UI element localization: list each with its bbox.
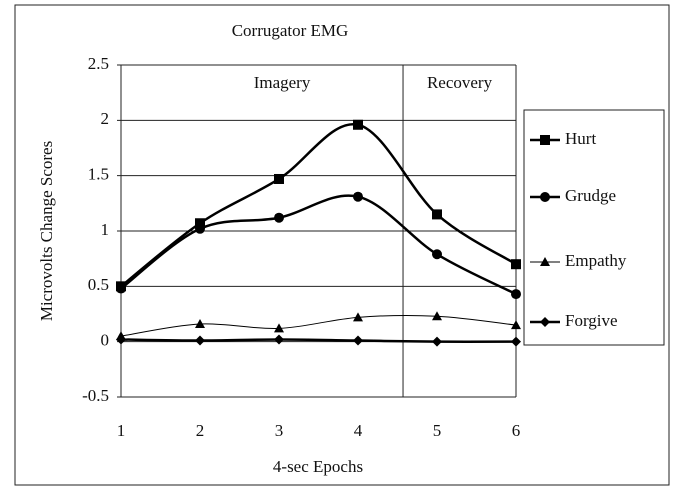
legend-marker	[540, 257, 550, 266]
y-tick-label: -0.5	[82, 386, 109, 405]
x-tick-label: 5	[433, 421, 442, 440]
series-line	[120, 338, 517, 343]
marker	[432, 336, 442, 347]
x-axis-label: 4-sec Epochs	[273, 457, 363, 476]
legend-marker	[540, 135, 550, 145]
marker	[432, 311, 442, 321]
marker	[353, 312, 363, 322]
marker	[195, 223, 205, 234]
y-tick-label: 2.5	[88, 54, 109, 73]
marker	[195, 218, 205, 229]
marker	[353, 191, 363, 202]
marker	[353, 119, 363, 130]
legend-label: Hurt	[565, 129, 596, 148]
marker	[116, 283, 126, 294]
series-line	[120, 123, 517, 288]
marker	[511, 259, 521, 270]
x-tick-label: 1	[117, 421, 126, 440]
marker	[274, 323, 284, 333]
marker	[195, 318, 205, 328]
chart-title: Corrugator EMG	[232, 21, 349, 40]
legend-box	[523, 109, 665, 346]
marker	[432, 209, 442, 220]
marker	[511, 320, 521, 330]
x-tick-label: 2	[196, 421, 205, 440]
marker	[116, 334, 126, 345]
marker	[274, 334, 284, 345]
y-tick-label: 0.5	[88, 275, 109, 294]
y-tick-label: 0	[101, 331, 110, 350]
legend-label: Forgive	[565, 311, 618, 330]
frame	[14, 4, 670, 486]
marker	[511, 289, 521, 300]
y-axis-label: Microvolts Change Scores	[37, 141, 56, 321]
legend-marker	[540, 192, 550, 202]
y-tick-label: 1.5	[88, 165, 109, 184]
y-tick-label: 1	[101, 220, 110, 239]
marker	[432, 249, 442, 260]
annotation: Imagery	[254, 73, 311, 92]
y-tick-label: 2	[101, 109, 110, 128]
x-tick-label: 3	[275, 421, 284, 440]
marker	[511, 336, 521, 347]
marker	[274, 173, 284, 184]
legend-label: Grudge	[565, 186, 616, 205]
legend-marker	[540, 317, 550, 327]
legend-label: Empathy	[565, 251, 627, 270]
series-line	[120, 314, 517, 337]
x-tick-label: 6	[512, 421, 521, 440]
annotation: Recovery	[427, 73, 493, 92]
marker	[195, 335, 205, 346]
marker	[353, 335, 363, 346]
x-tick-label: 4	[354, 421, 363, 440]
marker	[274, 212, 284, 223]
series-line	[120, 194, 517, 296]
